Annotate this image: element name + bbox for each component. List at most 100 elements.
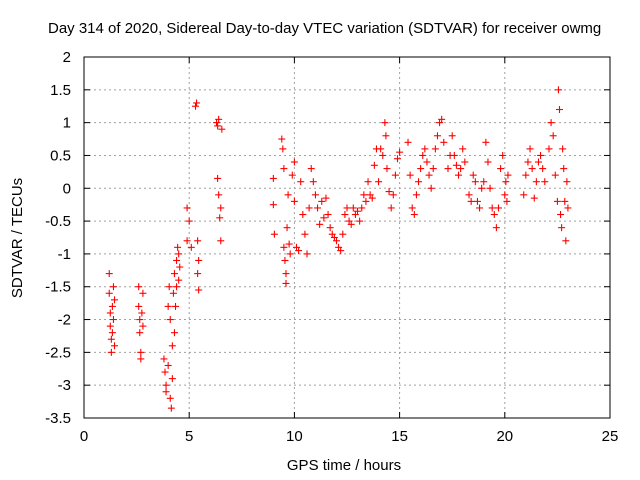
y-axis-label: SDTVAR / TECUs: [9, 178, 26, 298]
data-point: [281, 256, 289, 264]
data-point: [473, 197, 481, 205]
data-point: [135, 302, 143, 310]
data-point: [311, 191, 319, 199]
data-point: [174, 243, 182, 251]
data-point: [166, 394, 174, 402]
data-point: [108, 329, 116, 337]
data-point: [106, 309, 114, 317]
data-point: [183, 204, 191, 212]
chart-title: Day 314 of 2020, Sidereal Day-to-day VTE…: [48, 20, 601, 37]
data-point: [480, 178, 488, 186]
data-point: [412, 191, 420, 199]
data-point: [423, 158, 431, 166]
data-point: [347, 220, 355, 228]
data-point: [358, 204, 366, 212]
data-point: [136, 329, 144, 337]
data-point: [280, 243, 288, 251]
data-point: [290, 158, 298, 166]
data-point: [303, 250, 311, 258]
x-tick-label: 10: [286, 428, 303, 445]
data-point: [429, 165, 437, 173]
data-point: [168, 375, 176, 383]
data-point: [137, 355, 145, 363]
data-point: [107, 348, 115, 356]
data-points: [105, 86, 572, 412]
data-point: [537, 151, 545, 159]
data-point: [465, 191, 473, 199]
data-point: [195, 286, 203, 294]
y-tick-label: 1.5: [50, 82, 71, 99]
data-point: [532, 178, 540, 186]
x-tick-label: 25: [602, 428, 619, 445]
data-point: [165, 283, 173, 291]
y-tick-label: -3.5: [45, 410, 71, 427]
x-tick-label: 20: [496, 428, 513, 445]
data-point: [375, 178, 383, 186]
data-point: [194, 237, 202, 245]
y-tick-label: -0.5: [45, 213, 71, 230]
data-point: [404, 138, 412, 146]
data-point: [343, 204, 351, 212]
data-point: [478, 184, 486, 192]
data-point: [176, 263, 184, 271]
data-point: [162, 381, 170, 389]
data-point: [549, 132, 557, 140]
data-point: [305, 204, 313, 212]
data-point: [301, 230, 309, 238]
data-point: [385, 188, 393, 196]
data-point: [135, 283, 143, 291]
data-point: [450, 151, 458, 159]
data-point: [528, 165, 536, 173]
data-point: [469, 171, 477, 179]
y-tick-label: -1: [58, 246, 71, 263]
data-point: [471, 178, 479, 186]
data-point: [524, 158, 532, 166]
data-point: [215, 191, 223, 199]
data-point: [269, 174, 277, 182]
data-point: [105, 289, 113, 297]
data-point: [520, 191, 528, 199]
data-point: [556, 106, 564, 114]
data-point: [452, 161, 460, 169]
data-point: [564, 204, 572, 212]
data-point: [139, 289, 147, 297]
data-point: [280, 165, 288, 173]
data-point: [455, 171, 463, 179]
data-point: [448, 132, 456, 140]
data-point: [290, 197, 298, 205]
data-point: [111, 342, 119, 350]
y-tick-label: 0: [63, 180, 71, 197]
data-point: [389, 191, 397, 199]
data-point: [217, 237, 225, 245]
data-point: [318, 197, 326, 205]
data-point: [164, 361, 172, 369]
data-point: [108, 302, 116, 310]
data-point: [339, 230, 347, 238]
data-point: [497, 165, 505, 173]
data-point: [539, 165, 547, 173]
plot-frame: [83, 56, 611, 419]
data-point: [173, 256, 181, 264]
data-point: [137, 348, 145, 356]
data-point: [192, 102, 200, 110]
grid-lines: [84, 57, 610, 418]
data-point: [526, 145, 534, 153]
data-point: [194, 270, 202, 278]
data-point: [309, 178, 317, 186]
y-tick-label: 0.5: [50, 147, 71, 164]
data-point: [382, 132, 390, 140]
data-point: [425, 171, 433, 179]
data-point: [499, 151, 507, 159]
data-point: [370, 161, 378, 169]
data-point: [160, 355, 168, 363]
data-point: [433, 132, 441, 140]
data-point: [383, 165, 391, 173]
data-point: [440, 138, 448, 146]
data-point: [218, 125, 226, 133]
data-point: [107, 335, 115, 343]
data-point: [307, 165, 315, 173]
data-point: [167, 404, 175, 412]
data-point: [283, 224, 291, 232]
x-axis-label: GPS time / hours: [287, 457, 401, 474]
data-point: [105, 270, 113, 278]
